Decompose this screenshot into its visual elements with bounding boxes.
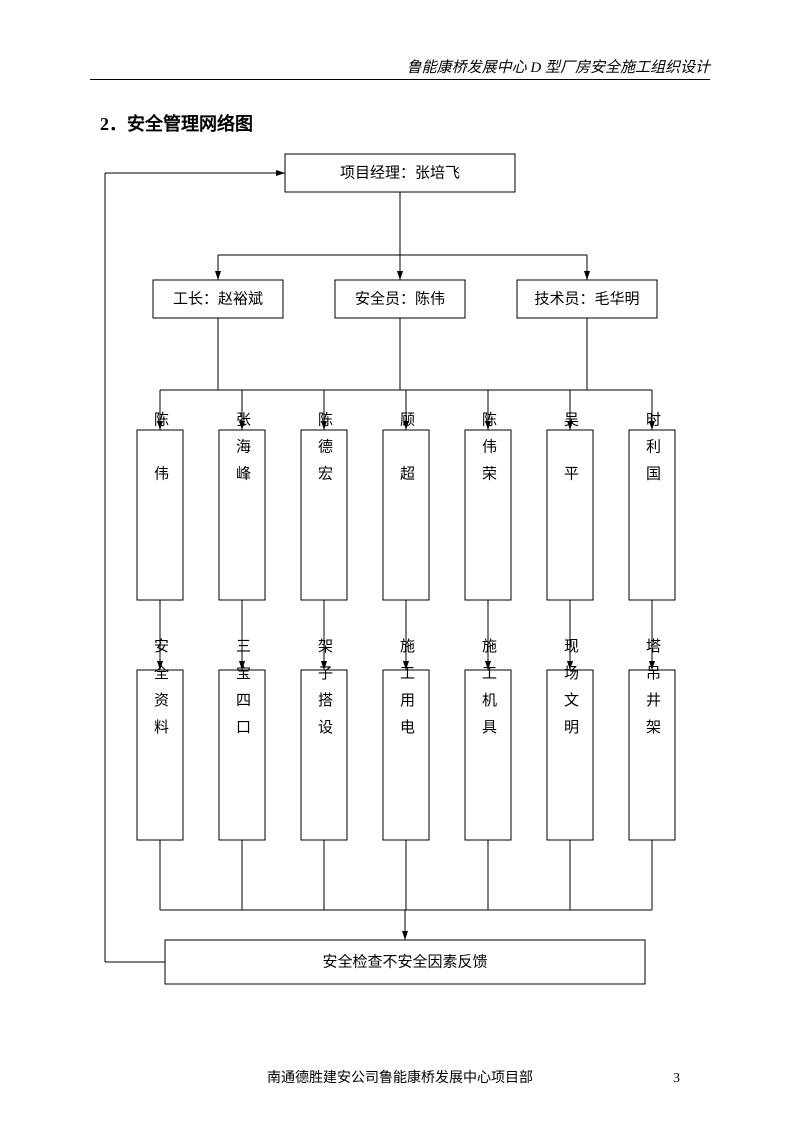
svg-text:项目经理：张培飞: 项目经理：张培飞: [340, 164, 460, 181]
page-header: 鲁能康桥发展中心 D 型厂房安全施工组织设计: [90, 56, 710, 80]
org-flowchart: 项目经理：张培飞工长：赵裕斌安全员：陈伟技术员：毛华明陈 伟张海峰陈德宏顾 超陈…: [85, 140, 725, 1020]
page-footer: 南通德胜建安公司鲁能康桥发展中心项目部: [0, 1067, 800, 1087]
section-title: 2．安全管理网络图: [100, 110, 253, 136]
svg-text:安全员：陈伟: 安全员：陈伟: [355, 289, 445, 307]
svg-text:工长：赵裕斌: 工长：赵裕斌: [173, 290, 263, 307]
page-number: 3: [673, 1071, 680, 1087]
svg-text:技术员：毛华明: 技术员：毛华明: [534, 290, 639, 307]
svg-text:安全检查不安全因素反馈: 安全检查不安全因素反馈: [322, 952, 487, 970]
